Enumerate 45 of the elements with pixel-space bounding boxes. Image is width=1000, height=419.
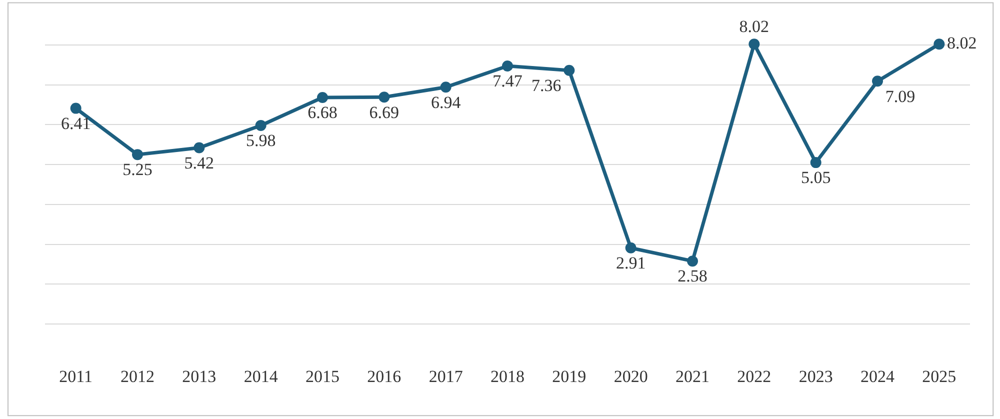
x-tick-label: 2012	[120, 367, 154, 386]
point	[564, 64, 575, 76]
data-label: 6.68	[308, 103, 338, 122]
data-label: 5.25	[122, 160, 152, 180]
data-label: 2.58	[678, 266, 708, 286]
data-label: 6.69	[369, 102, 400, 122]
point	[687, 256, 698, 267]
data-label: 7.09	[885, 86, 916, 106]
x-tick-label: 2014	[244, 367, 278, 386]
point	[625, 242, 636, 254]
point	[440, 82, 452, 93]
data-label: 6.94	[430, 92, 462, 112]
x-tick-label: 2018	[490, 367, 524, 386]
point	[502, 60, 513, 72]
point	[934, 38, 945, 50]
data-label: 8.02	[947, 33, 977, 52]
data-label: 5.05	[800, 168, 831, 188]
x-tick-label: 2022	[737, 367, 772, 386]
data-label: 5.42	[184, 153, 214, 172]
data-label: 6.41	[60, 114, 91, 133]
data-label: 7.47	[492, 72, 523, 91]
x-tick-label: 2021	[676, 367, 710, 386]
point	[748, 38, 760, 50]
point	[132, 149, 143, 160]
data-label: 2.91	[616, 254, 646, 273]
x-tick-label: 2023	[798, 367, 833, 386]
x-tick-label: 2019	[552, 367, 586, 386]
point	[194, 142, 205, 154]
x-tick-label: 2011	[59, 367, 93, 386]
data-label: 5.98	[246, 131, 276, 150]
x-tick-label: 2024	[860, 367, 895, 386]
x-tick-label: 2025	[922, 367, 956, 386]
x-tick-label: 2013	[182, 367, 216, 386]
data-label: 8.02	[739, 16, 770, 36]
point	[255, 120, 266, 131]
data-label: 7.36	[532, 76, 562, 96]
x-tick-label: 2016	[367, 367, 402, 386]
x-tick-label: 2015	[306, 367, 340, 386]
point	[317, 92, 328, 104]
x-tick-label: 2017	[428, 367, 464, 386]
point	[872, 76, 883, 87]
point	[810, 157, 822, 168]
x-tick-label: 2020	[614, 367, 648, 386]
point	[378, 92, 390, 103]
point	[70, 102, 82, 114]
